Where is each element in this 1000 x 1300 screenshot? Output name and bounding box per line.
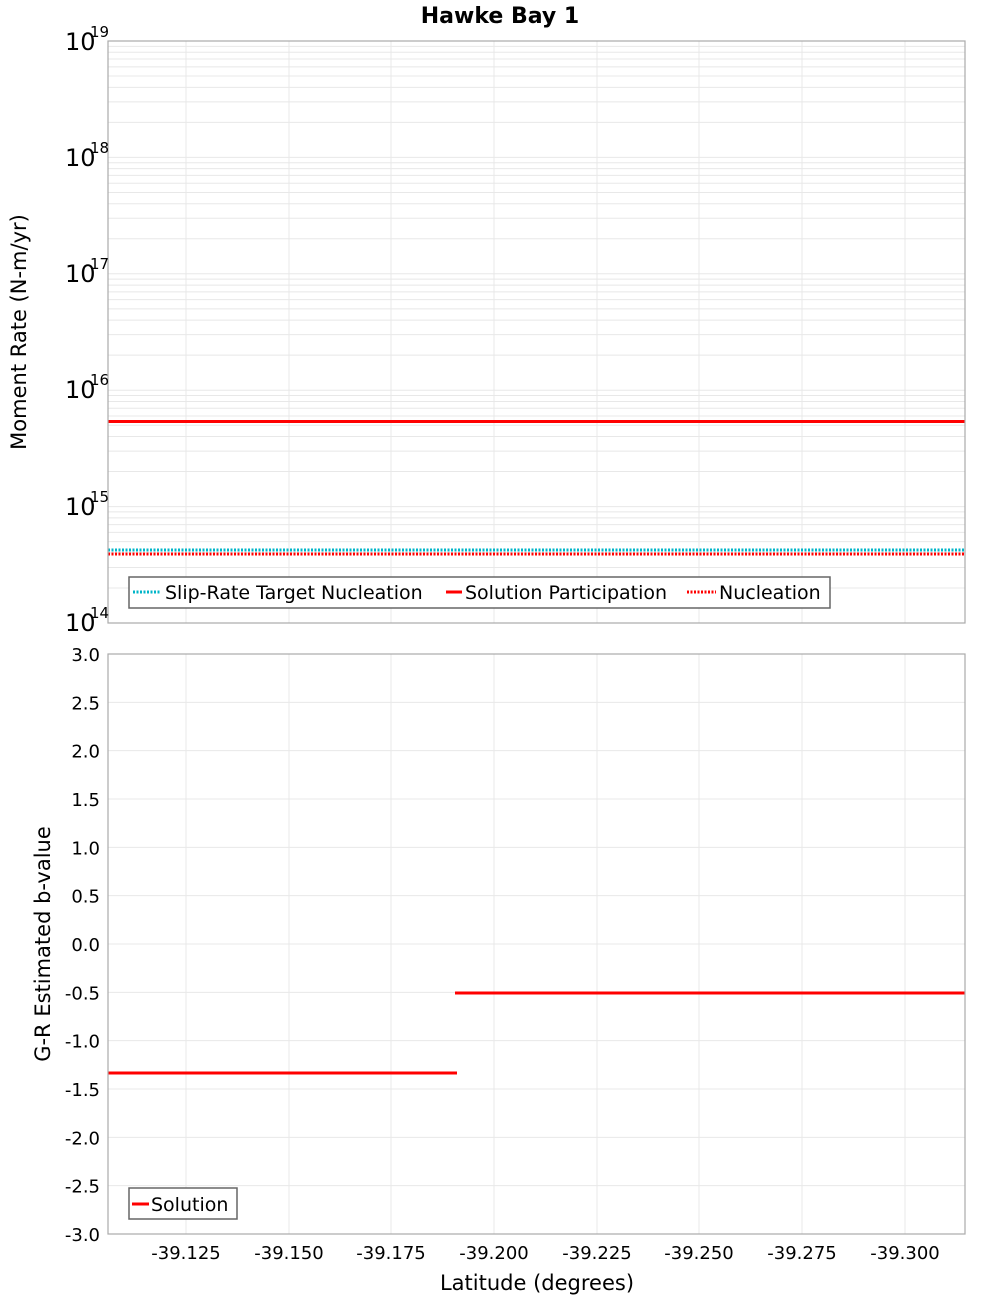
- ytick-label: 0.0: [71, 935, 100, 956]
- x-ticks: -39.125 -39.150 -39.175 -39.200 -39.225 -39.2…: [151, 1243, 939, 1264]
- top-plot: 10 19 10 18 10 17 10 16 10 15 10 14 Mome…: [7, 23, 966, 637]
- ytick-label: 1.0: [71, 838, 100, 859]
- chart-title: Hawke Bay 1: [421, 4, 579, 29]
- xtick-label: -39.275: [767, 1243, 836, 1264]
- bottom-legend: Solution: [128, 1187, 238, 1220]
- ytick-label: 3.0: [71, 645, 100, 666]
- ytick-base: 10: [65, 376, 96, 404]
- bottom-y-axis-label: G-R Estimated b-value: [31, 826, 55, 1062]
- ytick-label: -2.0: [65, 1128, 100, 1149]
- top-y-ticks: 10 19 10 18 10 17 10 16 10 15 10 14: [65, 23, 109, 637]
- xtick-label: -39.300: [870, 1243, 939, 1264]
- ytick-base: 10: [65, 493, 96, 521]
- xtick-label: -39.125: [151, 1243, 220, 1264]
- ytick-exp: 15: [90, 488, 109, 506]
- x-axis-label: Latitude (degrees): [440, 1271, 634, 1295]
- bottom-plot: 3.0 2.5 2.0 1.5 1.0 0.5 0.0 -0.5 -1.0 -1.5 -2.0 -2.…: [31, 645, 966, 1246]
- ytick-base: 10: [65, 260, 96, 288]
- ytick-label: -1.0: [65, 1032, 100, 1053]
- ytick-exp: 14: [90, 604, 109, 622]
- top-y-axis-label: Moment Rate (N-m/yr): [7, 214, 31, 450]
- xtick-label: -39.150: [254, 1243, 323, 1264]
- ytick-label: 2.5: [71, 693, 100, 714]
- ytick-label: -0.5: [65, 983, 100, 1004]
- ytick-label: 2.0: [71, 742, 100, 763]
- ytick-exp: 17: [90, 255, 109, 273]
- xtick-label: -39.175: [356, 1243, 425, 1264]
- bottom-plot-frame: [107, 653, 966, 1235]
- top-plot-frame: [107, 40, 966, 624]
- ytick-label: 0.5: [71, 887, 100, 908]
- ytick-exp: 18: [90, 139, 109, 157]
- xtick-label: -39.250: [664, 1243, 733, 1264]
- ytick-exp: 16: [90, 371, 109, 389]
- ytick-base: 10: [65, 28, 96, 56]
- ytick-label: -1.5: [65, 1080, 100, 1101]
- ytick-base: 10: [65, 609, 96, 637]
- ytick-label: -2.5: [65, 1177, 100, 1198]
- legend-label-solution-participation: Solution Participation: [465, 582, 667, 604]
- legend-label-solution: Solution: [151, 1194, 228, 1216]
- ytick-base: 10: [65, 144, 96, 172]
- ytick-label: 1.5: [71, 790, 100, 811]
- top-legend: Slip-Rate Target Nucleation Solution Par…: [128, 576, 831, 609]
- xtick-label: -39.225: [562, 1243, 631, 1264]
- legend-label-target: Slip-Rate Target Nucleation: [165, 582, 423, 604]
- bottom-y-ticks: 3.0 2.5 2.0 1.5 1.0 0.5 0.0 -0.5 -1.0 -1.5 -2.0 -2.…: [65, 645, 100, 1246]
- ytick-exp: 19: [90, 23, 109, 41]
- xtick-label: -39.200: [459, 1243, 528, 1264]
- ytick-label: -3.0: [65, 1225, 100, 1246]
- legend-label-nucleation: Nucleation: [719, 582, 821, 604]
